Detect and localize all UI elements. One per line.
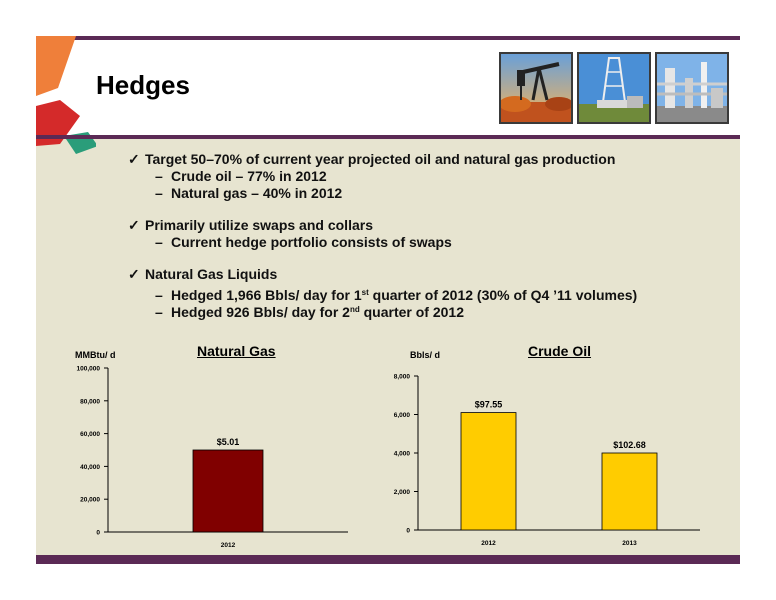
y-tick-label: 60,000 xyxy=(80,431,100,438)
data-label: $102.68 xyxy=(613,440,646,450)
dash-icon: – xyxy=(155,287,163,303)
drilling-rig-photo xyxy=(577,52,651,124)
check-icon: ✓ xyxy=(128,266,140,282)
chart-title-crude-oil: Crude Oil xyxy=(528,343,592,359)
data-label: $5.01 xyxy=(217,437,240,447)
chart-ylabel-crude-oil: Bbls/ d xyxy=(410,350,441,360)
y-tick-label: 2,000 xyxy=(394,489,411,496)
dash-icon: – xyxy=(155,185,163,201)
x-tick-label: 2012 xyxy=(221,542,236,549)
y-tick-label: 100,000 xyxy=(77,366,101,373)
header-divider xyxy=(36,135,740,139)
gas-plant-photo xyxy=(655,52,729,124)
logo-shapes-icon xyxy=(36,36,96,154)
check-icon: ✓ xyxy=(128,217,140,233)
bullet-item: ✓ Natural Gas Liquids xyxy=(128,266,278,282)
y-tick-label: 0 xyxy=(406,528,410,535)
sub-bullet-item: – Crude oil – 77% in 2012 xyxy=(155,168,327,184)
bullet-item: ✓ Primarily utilize swaps and collars xyxy=(128,217,373,233)
sub-bullet-item: – Current hedge portfolio consists of swa… xyxy=(155,234,452,250)
dash-icon: – xyxy=(155,168,163,184)
bar xyxy=(460,412,517,531)
y-tick-label: 80,000 xyxy=(80,398,100,405)
bar xyxy=(601,452,658,531)
check-icon: ✓ xyxy=(128,151,140,167)
dash-icon: – xyxy=(155,304,163,320)
x-tick-label: 2012 xyxy=(481,540,496,547)
sub-bullet-item: – Hedged 926 Bbls/ day for 2nd quarter of… xyxy=(155,304,464,320)
y-tick-label: 20,000 xyxy=(80,497,100,504)
x-tick-label: 2013 xyxy=(622,540,637,547)
page-title: Hedges xyxy=(96,70,190,100)
chart-title-natural-gas: Natural Gas xyxy=(197,343,276,359)
bullet-item: ✓ Target 50–70% of current year projected… xyxy=(128,151,616,167)
crude-oil-chart: 0 2,000 4,000 6,000 8,000 $97.55 2012 $102.68 20… xyxy=(394,374,700,547)
y-tick-label: 0 xyxy=(96,530,100,537)
y-tick-label: 6,000 xyxy=(394,412,411,419)
y-tick-label: 40,000 xyxy=(80,464,100,471)
y-tick-label: 4,000 xyxy=(394,451,411,458)
sub-bullet-item: – Hedged 1,966 Bbls/ day for 1st quarter … xyxy=(155,287,638,303)
dash-icon: – xyxy=(155,234,163,250)
top-rule xyxy=(36,36,740,40)
natural-gas-chart: 0 20,000 40,000 60,000 80,000 100,000 $5.01 201… xyxy=(77,366,348,549)
data-label: $97.55 xyxy=(475,400,503,410)
bar xyxy=(192,449,264,533)
bottom-rule xyxy=(36,555,740,564)
y-tick-label: 8,000 xyxy=(394,374,411,381)
chart-ylabel-natural-gas: MMBtu/ d xyxy=(75,350,116,360)
sub-bullet-item: – Natural gas – 40% in 2012 xyxy=(155,185,343,201)
pumpjack-photo xyxy=(499,52,573,124)
